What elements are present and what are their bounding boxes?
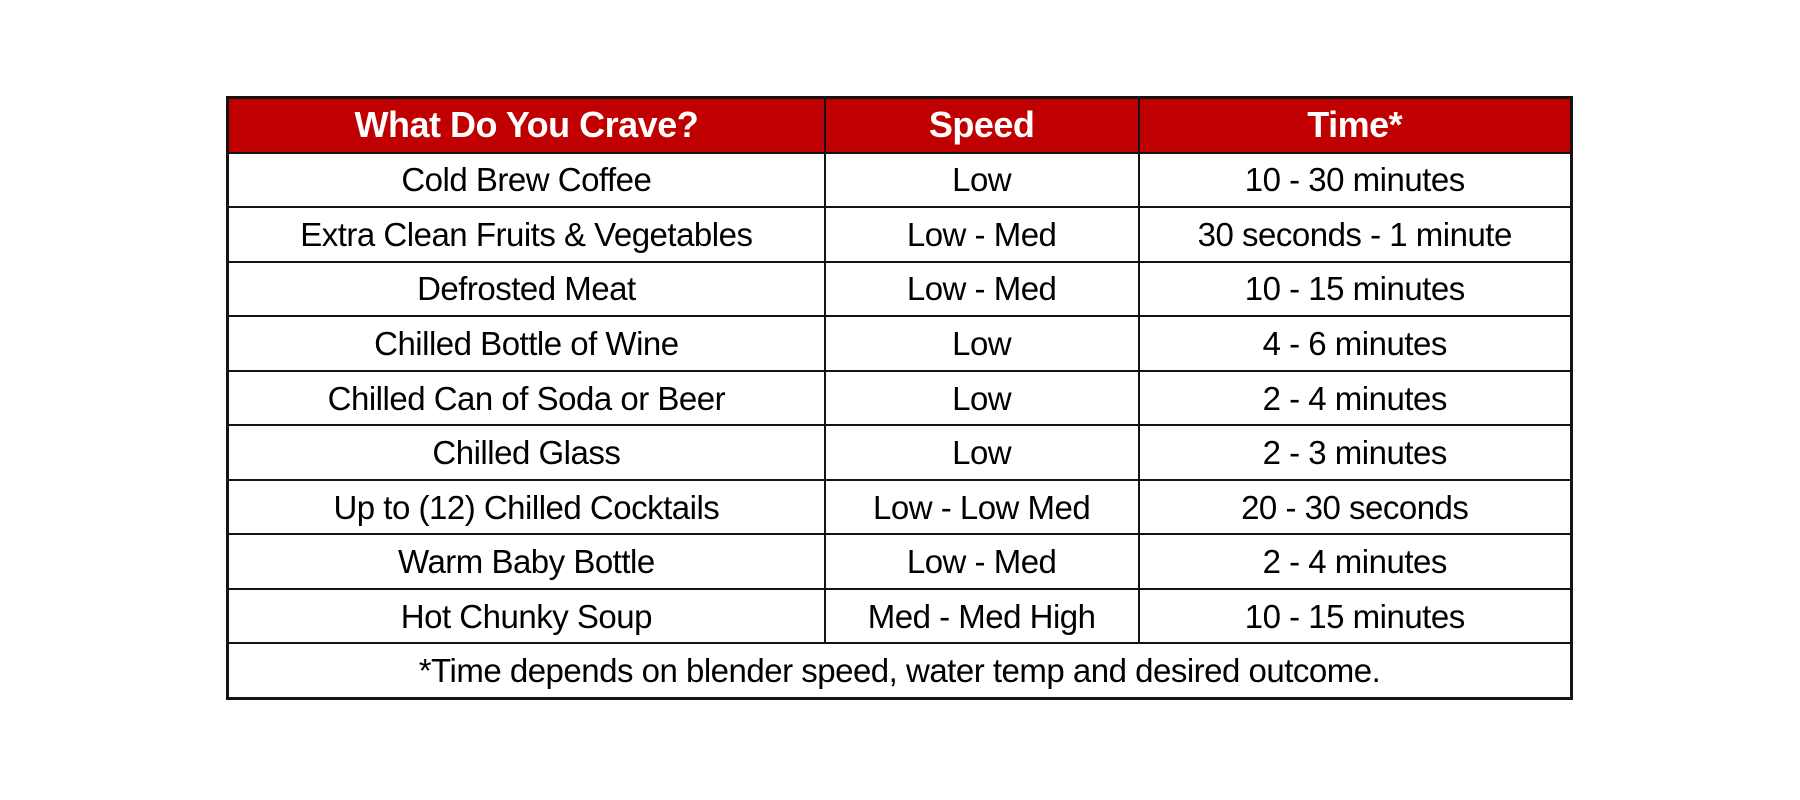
header-cell-speed: Speed xyxy=(826,99,1140,152)
header-cell-crave: What Do You Crave? xyxy=(229,99,826,152)
crave-speed-time-table: What Do You Crave? Speed Time* Cold Brew… xyxy=(226,96,1573,700)
table-footnote-row: *Time depends on blender speed, water te… xyxy=(229,644,1570,697)
table-row: Chilled Glass Low 2 - 3 minutes xyxy=(229,426,1570,481)
table-row: Chilled Bottle of Wine Low 4 - 6 minutes xyxy=(229,317,1570,372)
table-row: Chilled Can of Soda or Beer Low 2 - 4 mi… xyxy=(229,371,1570,427)
table-row: Up to (12) Chilled Cocktails Low - Low M… xyxy=(229,480,1570,536)
item-cell: Up to (12) Chilled Cocktails xyxy=(229,480,826,534)
table-footnote: *Time depends on blender speed, water te… xyxy=(418,652,1381,690)
time-cell: 10 - 30 minutes xyxy=(1244,161,1465,199)
item-cell: Cold Brew Coffee xyxy=(229,153,826,207)
time-cell: 2 - 4 minutes xyxy=(1262,379,1448,417)
time-cell: 10 - 15 minutes xyxy=(1244,597,1465,635)
header-cell-time: Time* xyxy=(1307,104,1403,146)
speed-cell: Low xyxy=(826,317,1140,370)
speed-cell: Low - Med xyxy=(826,208,1140,261)
table-row: Hot Chunky Soup Med - Med High 10 - 15 m… xyxy=(229,589,1570,645)
time-cell: 30 seconds - 1 minute xyxy=(1197,215,1513,253)
item-cell: Chilled Bottle of Wine xyxy=(229,317,826,370)
speed-cell: Low - Med xyxy=(826,262,1140,316)
time-cell: 2 - 4 minutes xyxy=(1262,543,1448,581)
item-cell: Extra Clean Fruits & Vegetables xyxy=(229,208,826,261)
table-header-row: What Do You Crave? Speed Time* xyxy=(229,99,1570,154)
speed-cell: Low xyxy=(826,426,1140,479)
item-cell: Defrosted Meat xyxy=(229,262,826,316)
speed-cell: Low xyxy=(826,153,1140,207)
speed-cell: Low xyxy=(826,371,1140,425)
table-row: Cold Brew Coffee Low 10 - 30 minutes xyxy=(229,153,1570,209)
item-cell: Chilled Can of Soda or Beer xyxy=(229,371,826,425)
speed-cell: Low - Med xyxy=(826,535,1140,588)
table-row: Extra Clean Fruits & Vegetables Low - Me… xyxy=(229,208,1570,263)
table-row: Defrosted Meat Low - Med 10 - 15 minutes xyxy=(229,262,1570,318)
item-cell: Hot Chunky Soup xyxy=(229,589,826,643)
time-cell: 2 - 3 minutes xyxy=(1262,434,1448,472)
item-cell: Warm Baby Bottle xyxy=(229,535,826,588)
time-cell: 10 - 15 minutes xyxy=(1244,270,1465,308)
speed-cell: Med - Med High xyxy=(826,589,1140,643)
speed-cell: Low - Low Med xyxy=(826,480,1140,534)
time-cell: 20 - 30 seconds xyxy=(1241,488,1469,526)
item-cell: Chilled Glass xyxy=(229,426,826,479)
table-row: Warm Baby Bottle Low - Med 2 - 4 minutes xyxy=(229,535,1570,590)
time-cell: 4 - 6 minutes xyxy=(1262,324,1448,362)
